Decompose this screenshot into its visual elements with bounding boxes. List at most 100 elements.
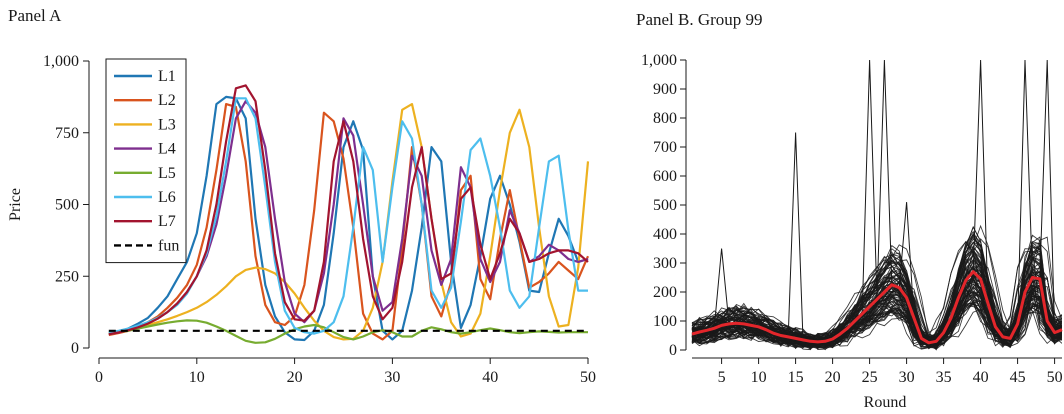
individual-line	[691, 264, 1062, 344]
y-tick-label: 0	[669, 342, 677, 359]
individual-line	[691, 254, 1062, 346]
individual-line	[691, 284, 1062, 348]
individual-line	[691, 241, 1062, 341]
individual-line	[691, 280, 1062, 348]
individual-line	[691, 254, 1062, 346]
individual-line	[692, 246, 1062, 346]
y-tick-label: 500	[653, 197, 677, 214]
spike-line	[898, 202, 915, 319]
x-tick-label: 20	[825, 369, 841, 386]
individual-line	[691, 266, 1062, 348]
individual-line	[691, 278, 1062, 347]
individual-line	[691, 271, 1062, 346]
x-tick-label: 30	[384, 369, 400, 386]
y-tick-label: 1,000	[641, 52, 677, 69]
spike-line	[713, 248, 730, 329]
individual-line	[691, 268, 1062, 346]
panel-a-title: Panel A	[8, 6, 62, 25]
individual-line	[691, 285, 1062, 350]
individual-line	[691, 291, 1062, 349]
individual-line	[691, 258, 1062, 347]
individual-line	[691, 276, 1062, 348]
spike-line	[876, 60, 893, 300]
individual-line	[691, 302, 1062, 346]
individual-line	[691, 268, 1062, 349]
legend-label-L5: L5	[158, 165, 176, 182]
x-tick-label: 40	[973, 369, 989, 386]
individual-line	[691, 288, 1062, 351]
individual-line	[691, 238, 1062, 346]
individual-line	[691, 291, 1062, 349]
individual-line	[691, 282, 1062, 349]
y-tick-label: 700	[653, 139, 677, 156]
individual-line	[691, 287, 1062, 347]
individual-line	[691, 267, 1062, 348]
legend-label-L3: L3	[158, 116, 176, 133]
individual-line	[691, 297, 1062, 348]
individual-line	[691, 275, 1062, 348]
x-tick-label: 5	[718, 369, 726, 386]
individual-line	[691, 305, 1062, 349]
individual-line	[691, 250, 1062, 345]
individual-line	[691, 278, 1062, 349]
individual-line	[691, 267, 1062, 346]
individual-line	[691, 264, 1062, 347]
spike-line	[861, 60, 878, 314]
individual-line	[691, 299, 1062, 350]
individual-line	[691, 274, 1062, 349]
spike-line	[1039, 60, 1056, 333]
individual-line	[691, 293, 1062, 350]
spike-line	[972, 60, 989, 304]
legend-label-L1: L1	[158, 68, 176, 85]
individual-line	[691, 240, 1062, 345]
individual-line	[691, 250, 1062, 347]
individual-line	[691, 280, 1062, 349]
individual-line	[691, 241, 1062, 344]
y-tick-label: 200	[653, 284, 677, 301]
individual-line	[691, 301, 1062, 349]
legend-label-L4: L4	[158, 141, 176, 158]
individual-line	[691, 278, 1062, 346]
individual-line	[691, 236, 1062, 344]
y-tick-label: 400	[653, 226, 677, 243]
individual-line	[691, 294, 1062, 347]
individual-line	[691, 240, 1062, 340]
individual-line	[691, 250, 1062, 342]
individual-line	[691, 225, 1062, 342]
y-axis-label: Price	[7, 188, 24, 221]
spike-line	[787, 132, 804, 340]
individual-line	[691, 232, 1062, 343]
x-tick-label: 15	[788, 369, 804, 386]
individual-line	[691, 260, 1062, 348]
individual-lines	[691, 60, 1062, 351]
individual-line	[691, 295, 1062, 349]
series-line-L7	[108, 84, 589, 336]
spike-line	[1017, 60, 1033, 324]
individual-line	[691, 224, 1062, 346]
individual-line	[691, 291, 1062, 349]
individual-line	[691, 245, 1062, 345]
individual-line	[691, 282, 1062, 344]
y-tick-label: 300	[653, 255, 677, 272]
individual-line	[691, 226, 1062, 339]
x-tick-label: 25	[862, 369, 878, 386]
individual-line	[691, 287, 1062, 349]
x-axis-label: Round	[864, 394, 907, 411]
y-tick-label: 100	[653, 313, 677, 330]
legend-label-L6: L6	[158, 189, 176, 206]
individual-line	[691, 270, 1062, 348]
x-tick-label: 20	[287, 369, 303, 386]
individual-line	[691, 297, 1062, 348]
legend-label-L7: L7	[158, 213, 176, 230]
individual-line	[691, 303, 1062, 351]
individual-line	[691, 305, 1062, 349]
individual-line	[691, 274, 1062, 350]
individual-line	[691, 252, 1062, 345]
individual-line	[691, 248, 1062, 344]
x-tick-label: 45	[1010, 369, 1026, 386]
x-tick-label: 0	[95, 369, 103, 386]
y-tick-label: 500	[55, 197, 79, 214]
x-tick-label: 50	[1047, 369, 1063, 386]
individual-line	[691, 241, 1062, 344]
individual-line	[691, 290, 1062, 350]
